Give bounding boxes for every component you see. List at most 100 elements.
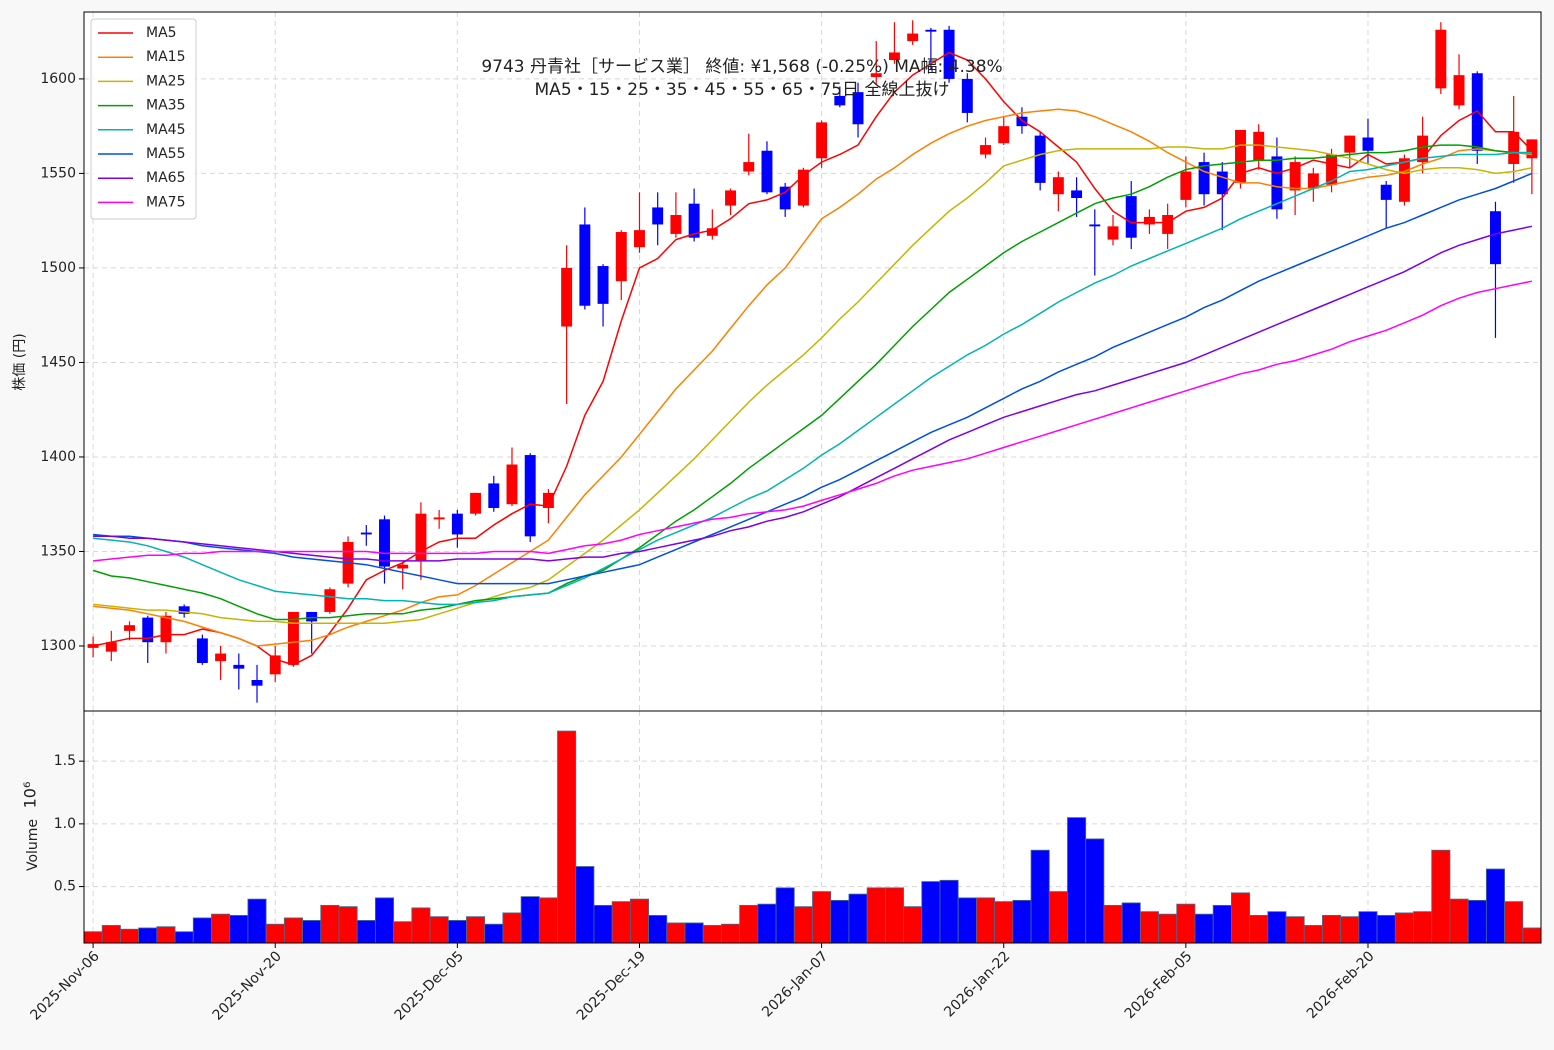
- volume-bar: [338, 906, 358, 944]
- volume-bar: [557, 730, 577, 944]
- candle-body: [1107, 226, 1119, 240]
- candle-body: [1271, 156, 1283, 210]
- candle-body: [652, 207, 664, 225]
- y-tick-label: 1350: [40, 543, 76, 559]
- candle-body: [251, 680, 263, 686]
- volume-bar: [283, 917, 303, 944]
- volume-bar: [866, 887, 886, 944]
- candle-body: [324, 589, 336, 612]
- candle-body: [160, 615, 172, 643]
- volume-bar: [1085, 838, 1105, 944]
- candle-body: [306, 611, 318, 622]
- volume-bar: [538, 897, 558, 944]
- volume-bar: [1139, 911, 1159, 944]
- candle-body: [142, 617, 154, 643]
- ma-line: [93, 172, 1533, 585]
- ma-line: [93, 108, 1532, 647]
- candle-body: [615, 232, 627, 282]
- volume-bar: [1012, 899, 1032, 944]
- candle-body: [834, 95, 846, 106]
- candle-body: [215, 653, 227, 662]
- volume-bar: [1467, 899, 1487, 944]
- candle-body: [542, 492, 554, 508]
- candle-body: [1071, 190, 1083, 198]
- candle-body: [287, 611, 299, 665]
- ma-line: [93, 280, 1533, 562]
- candle-body: [269, 655, 281, 675]
- candle-body: [1198, 162, 1210, 195]
- candle-body: [196, 638, 208, 663]
- candle-body: [943, 29, 955, 79]
- volume-bar: [211, 913, 231, 944]
- candle-body: [579, 224, 591, 306]
- volume-bar: [1413, 911, 1433, 944]
- volume-bar: [648, 915, 668, 944]
- volume-bar: [1340, 916, 1360, 944]
- candle-body: [1162, 215, 1174, 234]
- volume-bar: [247, 898, 267, 944]
- y-axis-label: 株価 (円): [12, 333, 28, 390]
- candle-body: [870, 73, 882, 78]
- x-tick-label: 2026-Feb-05: [1122, 948, 1196, 1022]
- volume-bar: [1030, 849, 1050, 944]
- x-tick-label: 2025-Dec-19: [574, 948, 649, 1023]
- volume-bar: [939, 879, 959, 944]
- volume-bar: [192, 917, 212, 944]
- ma-line: [93, 225, 1533, 562]
- volume-bar: [411, 907, 431, 944]
- candle-body: [1143, 216, 1155, 225]
- volume-bar: [1376, 915, 1396, 944]
- volume-bar: [138, 927, 158, 944]
- volume-bar: [265, 923, 285, 944]
- volume-bar: [356, 920, 376, 944]
- candle-body: [925, 29, 937, 32]
- volume-bar: [1303, 925, 1323, 944]
- volume-bar: [1358, 911, 1378, 944]
- candle-body: [797, 169, 809, 206]
- candle-body: [688, 203, 700, 238]
- candle-body: [1235, 129, 1246, 183]
- candle-body: [379, 519, 390, 567]
- candle-body: [233, 664, 245, 669]
- volume-bar: [1212, 904, 1232, 944]
- volume-bar: [593, 904, 613, 944]
- volume-bar: [320, 904, 340, 944]
- volume-bar: [903, 906, 923, 944]
- volume-bar: [1249, 915, 1269, 944]
- candle-body: [1435, 29, 1447, 89]
- candle-body: [415, 513, 427, 561]
- volume-bar: [1230, 892, 1250, 944]
- volume-bar: [156, 926, 176, 944]
- y-tick-label: 1.5: [54, 753, 76, 769]
- candle-body: [1380, 184, 1392, 200]
- legend-label: MA35: [146, 98, 185, 114]
- candle-body: [888, 52, 900, 61]
- candle-body: [998, 126, 1010, 144]
- volume-bar: [1431, 849, 1451, 944]
- candle-body: [761, 150, 773, 193]
- candle-body: [706, 228, 718, 236]
- volume-bar: [174, 931, 194, 944]
- ma-line: [92, 144, 1532, 621]
- volume-bar: [775, 887, 795, 944]
- legend-label: MA25: [146, 73, 185, 89]
- ma-line: [93, 151, 1532, 606]
- volume-bar: [739, 904, 759, 944]
- volume-bar: [611, 901, 631, 944]
- candle-body: [597, 266, 609, 304]
- candle-body: [1508, 131, 1520, 164]
- volume-bar: [757, 903, 777, 944]
- candle-body: [907, 33, 919, 42]
- candle-body: [961, 78, 973, 113]
- volume-bar: [884, 887, 904, 944]
- candle-body: [1326, 154, 1338, 185]
- candle-body: [397, 564, 409, 569]
- volume-bar: [830, 899, 850, 944]
- volume-bar: [302, 920, 322, 944]
- volume-axis-label: Volume: [25, 819, 41, 871]
- volume-bar: [629, 898, 649, 944]
- x-tick-label: 2025-Nov-06: [27, 948, 102, 1023]
- candle-body: [743, 162, 755, 172]
- legend-label: MA15: [146, 49, 185, 65]
- candle-body: [1125, 196, 1137, 238]
